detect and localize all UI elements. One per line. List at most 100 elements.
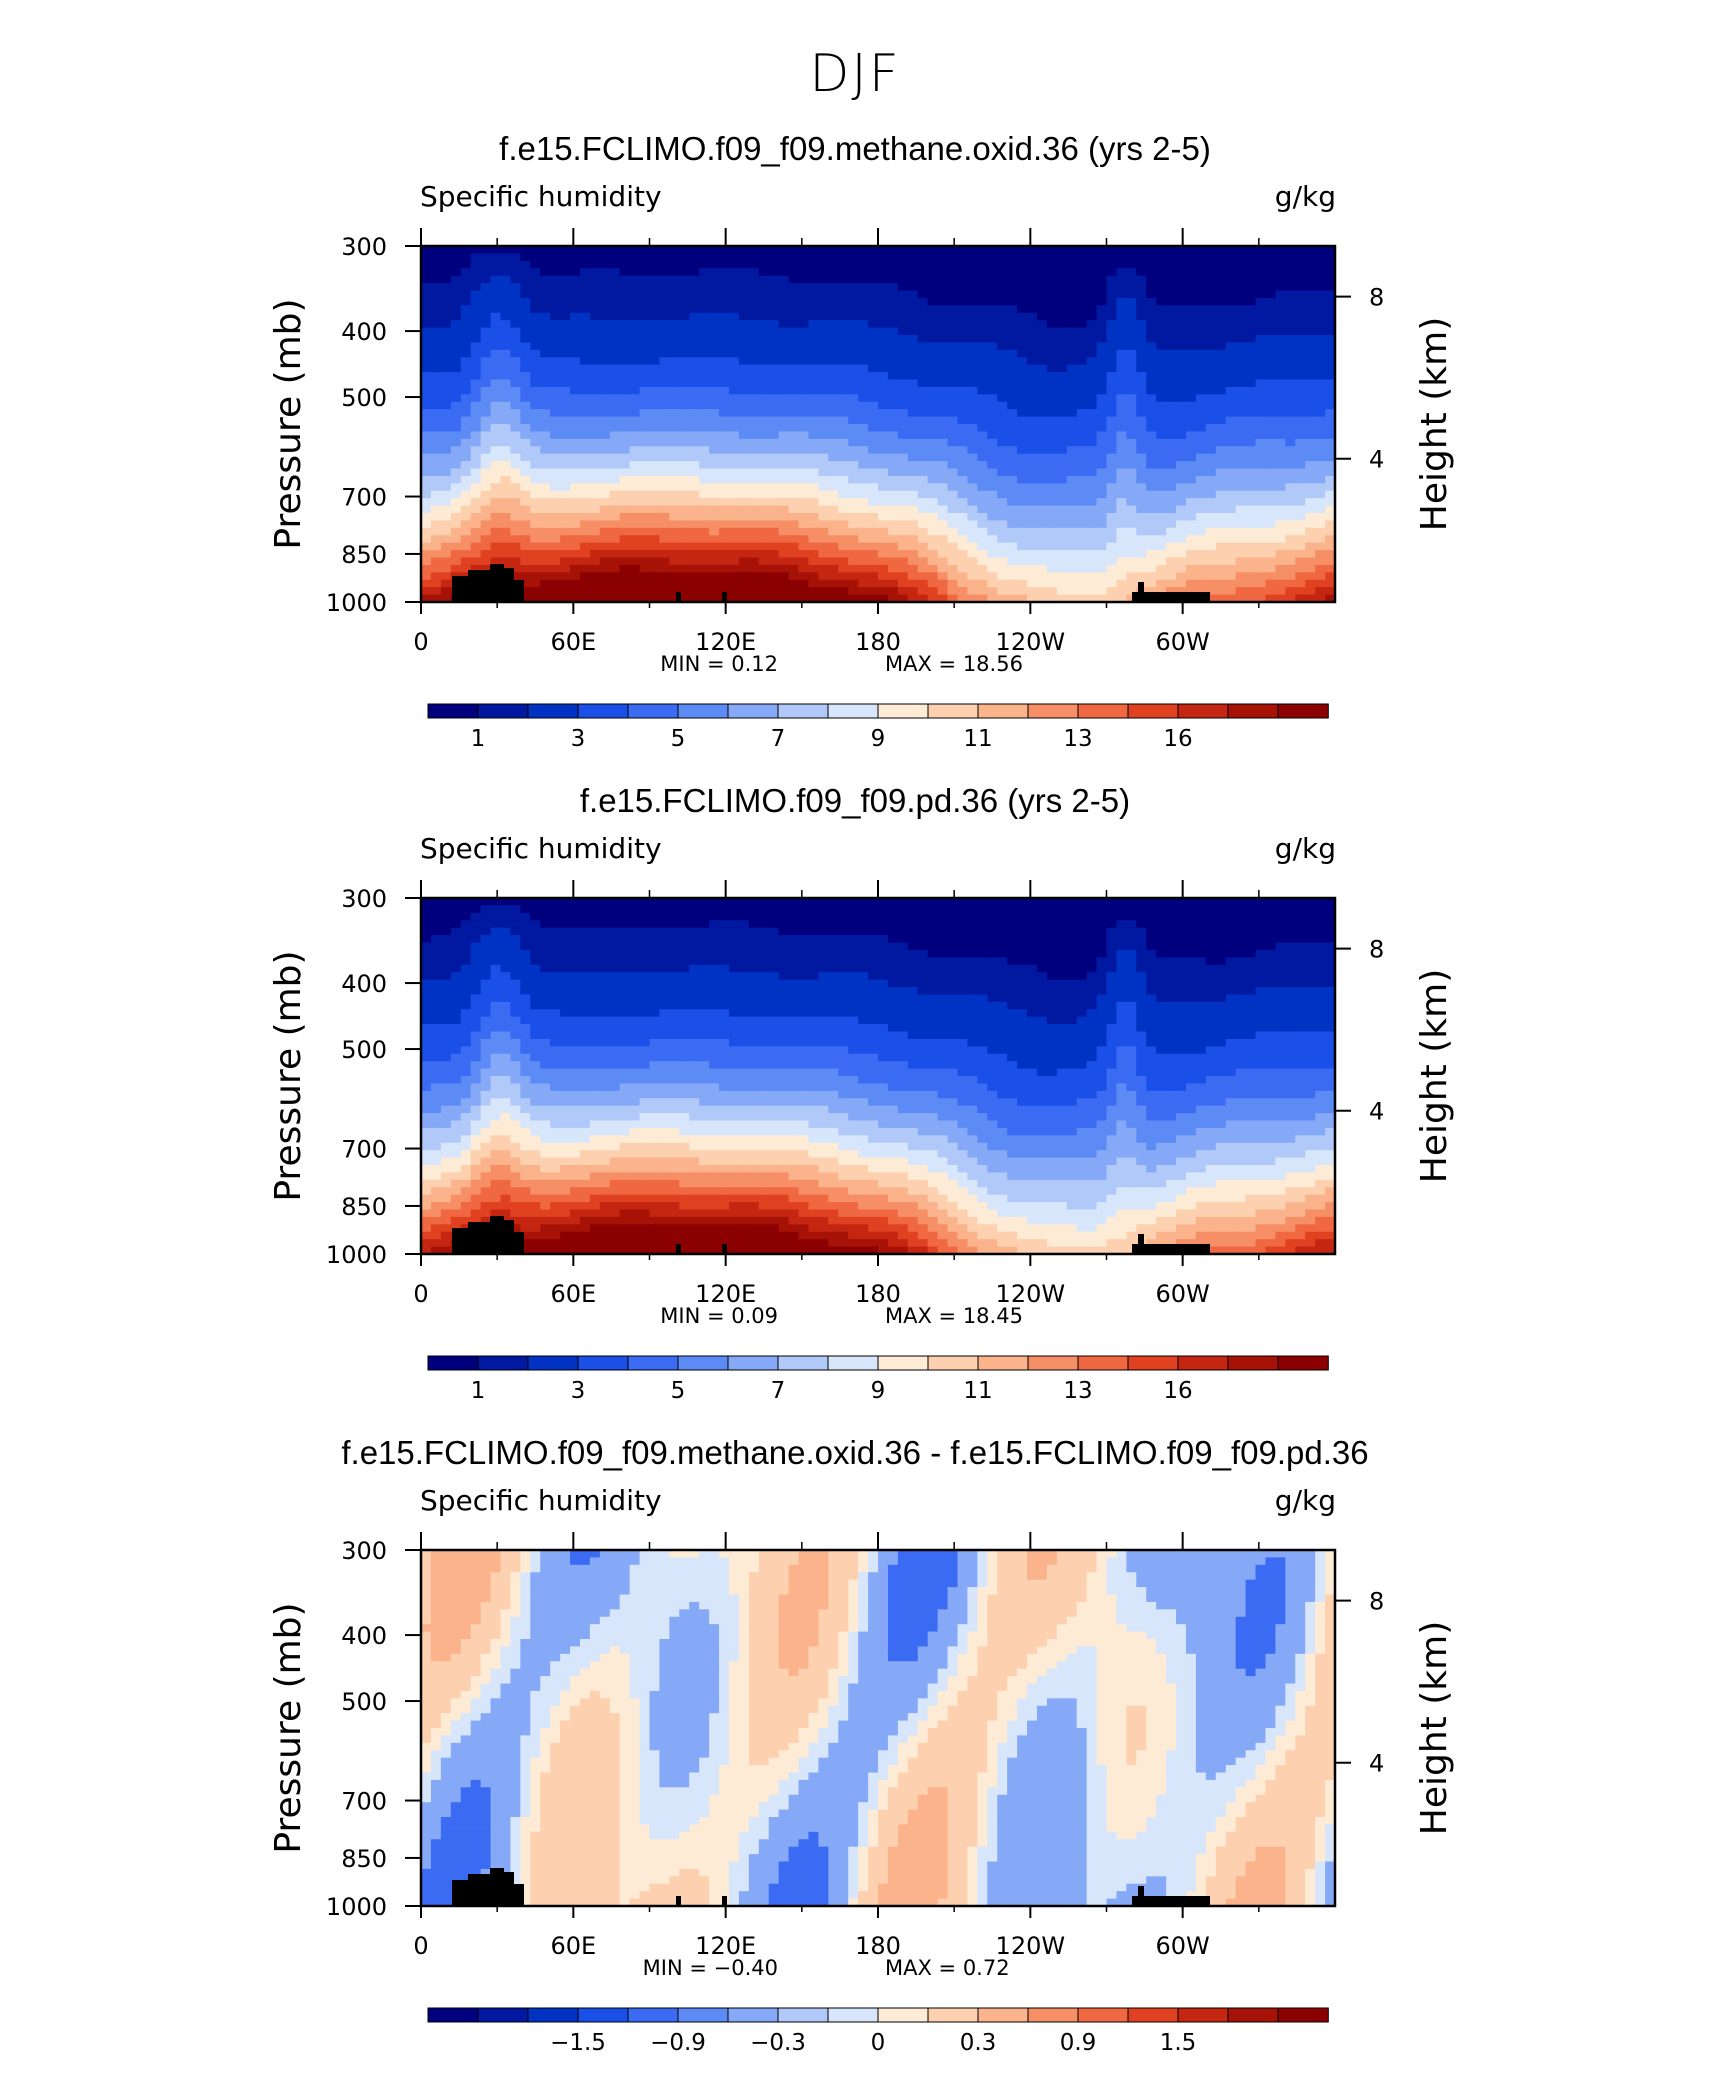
field-cell [948,535,959,543]
field-cell [997,506,1008,514]
field-cell [1265,253,1276,261]
field-cell [620,365,631,373]
field-cell [749,372,760,380]
field-cell [1116,543,1127,551]
field-cell [1216,469,1227,477]
field-cell [789,431,800,439]
field-cell [540,520,551,528]
field-cell [789,558,800,566]
field-cell [848,305,859,313]
field-cell [689,283,700,291]
field-cell [967,535,978,543]
field-cell [1176,305,1187,313]
field-cell [451,565,462,573]
field-cell [441,483,452,491]
field-cell [1206,417,1217,425]
field-cell [699,417,710,425]
field-cell [510,543,521,551]
field-cell [1256,320,1267,328]
field-cell [779,305,790,313]
field-cell [1206,409,1217,417]
field-cell [421,483,432,491]
field-cell [828,920,839,928]
field-cell [1007,276,1018,284]
field-cell [451,305,462,313]
field-cell [1246,506,1257,514]
field-cell [1146,446,1157,454]
field-cell [789,528,800,536]
field-cell [779,928,790,936]
field-cell [1206,402,1217,410]
field-cell [1037,402,1048,410]
field-cell [1265,431,1276,439]
field-cell [1126,387,1137,395]
field-cell [580,491,591,499]
field-cell [799,439,810,447]
field-cell [769,461,780,469]
field-cell [550,928,561,936]
colorbar-swatch [1278,704,1328,718]
field-cell [848,276,859,284]
field-cell [749,291,760,299]
field-cell [600,261,611,269]
field-cell [471,283,482,291]
field-cell [471,550,482,558]
field-cell [590,528,601,536]
field-cell [471,483,482,491]
field-cell [650,543,661,551]
field-cell [540,498,551,506]
field-cell [650,439,661,447]
field-cell [1067,335,1078,343]
field-cell [1136,905,1147,913]
field-cell [461,365,472,373]
field-cell [709,365,720,373]
field-cell [977,253,988,261]
field-cell [938,394,949,402]
field-cell [928,565,939,573]
field-cell [779,905,790,913]
field-cell [679,320,690,328]
field-cell [570,417,581,425]
field-cell [600,587,611,595]
field-cell [431,283,442,291]
field-cell [1315,298,1326,306]
field-cell [838,380,849,388]
field-cell [520,483,531,491]
field-cell [1146,905,1157,913]
field-cell [868,913,879,921]
field-cell [1057,298,1068,306]
field-cell [1305,535,1316,543]
field-cell [1027,276,1038,284]
field-cell [1087,357,1098,365]
field-cell [491,268,502,276]
field-cell [540,558,551,566]
field-cell [510,394,521,402]
field-cell [689,335,700,343]
field-cell [1097,372,1108,380]
field-cell [1097,543,1108,551]
field-cell [560,394,571,402]
field-cell [848,335,859,343]
field-cell [580,402,591,410]
field-cell [1295,335,1306,343]
field-cell [719,476,730,484]
field-cell [848,253,859,261]
field-cell [699,469,710,477]
field-cell [948,491,959,499]
field-cell [769,446,780,454]
field-cell [858,380,869,388]
field-cell [431,298,442,306]
field-cell [1027,253,1038,261]
field-cell [1007,543,1018,551]
field-cell [1275,380,1286,388]
field-cell [938,417,949,425]
field-cell [1275,402,1286,410]
field-cell [1057,483,1068,491]
field-cell [650,394,661,402]
field-cell [1236,335,1247,343]
field-cell [1176,905,1187,913]
field-cell [977,424,988,432]
field-cell [729,350,740,358]
field-cell [878,543,889,551]
field-cell [1077,483,1088,491]
